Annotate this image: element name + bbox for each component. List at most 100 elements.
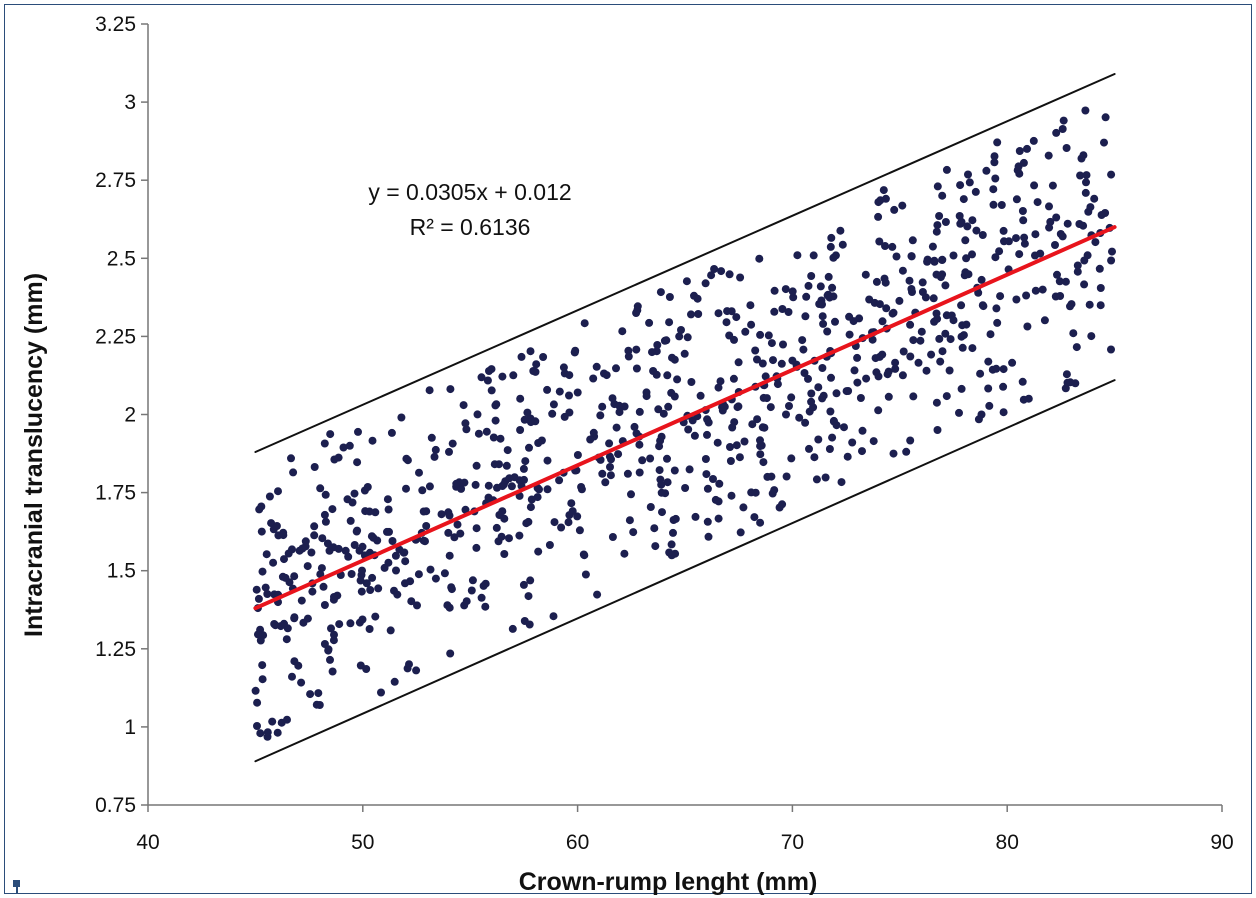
data-point [654,405,663,414]
data-point [288,545,296,554]
data-point [874,372,883,381]
data-point [320,510,329,519]
data-point [254,594,263,603]
data-point [635,468,644,477]
data-point [956,181,965,190]
data-point [968,344,977,353]
data-point [881,278,890,287]
data-point [288,672,296,681]
data-point [393,590,402,599]
data-point [445,447,453,456]
data-point [1079,151,1088,160]
data-point [1053,270,1061,279]
data-point [499,480,508,489]
data-point [668,353,676,362]
data-point [832,389,841,398]
data-point [650,524,659,533]
data-point [461,419,470,428]
square-marker-icon [13,880,20,887]
data-point [673,375,682,384]
data-point [317,564,326,573]
data-point [447,583,456,592]
data-point [586,435,595,444]
data-point [972,226,981,235]
data-point [942,392,951,401]
data-point [930,257,939,266]
data-point [373,536,382,545]
data-point [1066,302,1074,311]
data-point [321,517,330,526]
data-point [936,273,945,282]
data-point [801,418,810,427]
data-point [344,552,353,561]
data-point [358,566,366,575]
data-point [653,341,662,349]
data-point [648,348,656,357]
data-point [596,411,605,420]
data-point [986,330,995,339]
upper-bound-line [254,72,1116,453]
data-point [823,291,832,300]
data-point [450,533,459,542]
data-point [756,518,765,527]
data-point [747,320,756,329]
data-point [865,295,874,304]
data-point [941,329,950,338]
data-point [440,569,449,578]
data-point [1031,286,1040,295]
data-point [1108,247,1116,256]
data-point [933,182,942,191]
data-point [930,317,939,326]
data-point [781,285,790,294]
data-point [415,468,423,477]
marker-stem [16,887,18,893]
data-point [991,174,1000,183]
data-point [763,472,772,481]
data-point [301,537,310,546]
data-point [474,429,483,438]
y-tick-label: 2.25 [95,325,136,348]
data-point [256,729,265,738]
data-point [346,619,355,628]
data-point [816,282,825,291]
data-point [1036,249,1045,258]
data-point [681,484,690,492]
data-point [714,383,723,392]
data-point [526,347,535,356]
data-point [739,503,748,512]
data-point [874,406,883,415]
data-point [665,548,674,557]
data-point [932,227,941,236]
data-point [320,601,329,609]
data-point [427,433,436,442]
data-point [365,507,374,516]
data-point [818,300,826,309]
data-point [793,251,802,260]
data-point [573,512,582,521]
y-tick-label: 2 [124,404,136,427]
data-point [907,285,916,293]
data-point [308,587,317,596]
data-point [419,507,428,516]
data-point [290,613,299,622]
data-point [445,511,454,520]
data-point [607,455,615,464]
data-point [989,200,998,209]
data-point [804,374,812,383]
data-point [770,286,779,295]
data-point [942,165,951,174]
data-point [1059,116,1068,125]
data-point [962,254,971,263]
data-point [663,454,671,463]
data-point [726,457,735,465]
data-point [630,422,639,431]
data-point [906,320,915,329]
data-point [917,327,926,336]
data-point [310,531,319,540]
data-point [577,483,586,491]
data-point [667,540,676,549]
data-point [862,374,871,383]
data-point [346,516,355,525]
data-point [290,657,299,666]
data-point [1107,256,1116,265]
